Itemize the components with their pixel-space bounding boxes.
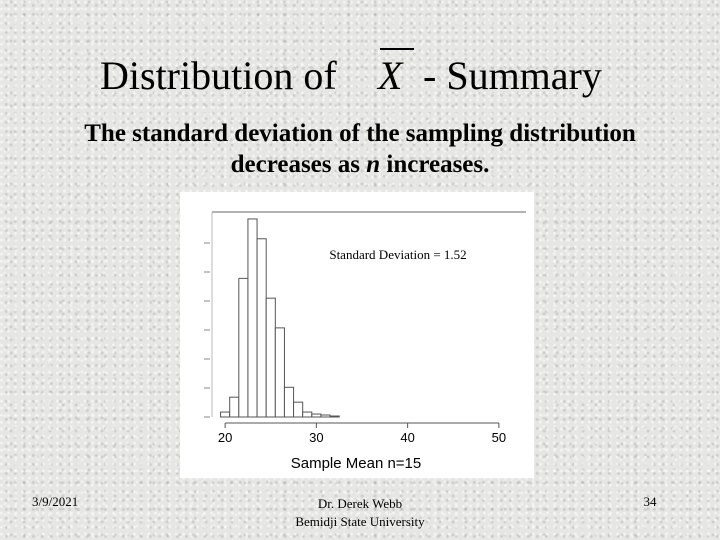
histogram-bar (265, 297, 276, 418)
histogram-bar (293, 401, 304, 418)
slide-title: Distribution of X - Summary (0, 48, 720, 104)
x-tick-label: 50 (492, 430, 506, 445)
histogram-bar (238, 277, 249, 418)
subtitle-variable: n (366, 151, 381, 178)
subtitle-line-1: The standard deviation of the sampling d… (84, 120, 636, 147)
x-tick-label: 40 (400, 430, 414, 445)
subtitle-text-b: increases. (380, 151, 490, 178)
histogram-bars (220, 218, 340, 418)
histogram-bar (329, 415, 340, 418)
footer-author-block: Dr. Derek Webb Bemidji State University (260, 495, 460, 531)
subtitle-line-2: decreases as n increases. (30, 149, 690, 180)
sd-annotation: Standard Deviation = 1.52 (329, 247, 466, 262)
histogram-bar (247, 218, 258, 418)
histogram-bar (311, 413, 322, 418)
y-ticks (204, 242, 210, 418)
x-symbol: X (378, 53, 403, 98)
title-suffix: - Summary (423, 53, 602, 98)
footer-date: 3/9/2021 (32, 494, 79, 509)
x-tick-label: 30 (309, 430, 323, 445)
histogram-bar (302, 411, 313, 418)
subtitle-text-a: decreases as (230, 151, 367, 178)
histogram-bar (220, 411, 231, 418)
histogram-svg: 20 30 40 50 Standard Deviation = 1.52 Sampl… (204, 211, 526, 472)
x-bar-symbol: X (370, 48, 418, 104)
title-prefix: Distribution of (100, 53, 337, 98)
footer-institution: Bemidji State University (295, 514, 425, 529)
histogram-bar (256, 238, 267, 418)
histogram-plot: 20 30 40 50 Standard Deviation = 1.52 Sampl… (180, 192, 534, 478)
x-ticks: 20 30 40 50 (218, 423, 506, 445)
footer-author: Dr. Derek Webb (317, 496, 403, 511)
slide-subtitle: The standard deviation of the sampling d… (30, 118, 690, 180)
histogram-bar (283, 386, 295, 418)
footer-page-number: 34 (643, 494, 657, 509)
histogram-bar (274, 327, 285, 418)
histogram-bar (320, 414, 331, 418)
histogram-bar (229, 396, 240, 418)
x-axis-label: Sample Mean n=15 (291, 455, 422, 472)
x-tick-label: 20 (218, 430, 232, 445)
overline (380, 48, 414, 50)
